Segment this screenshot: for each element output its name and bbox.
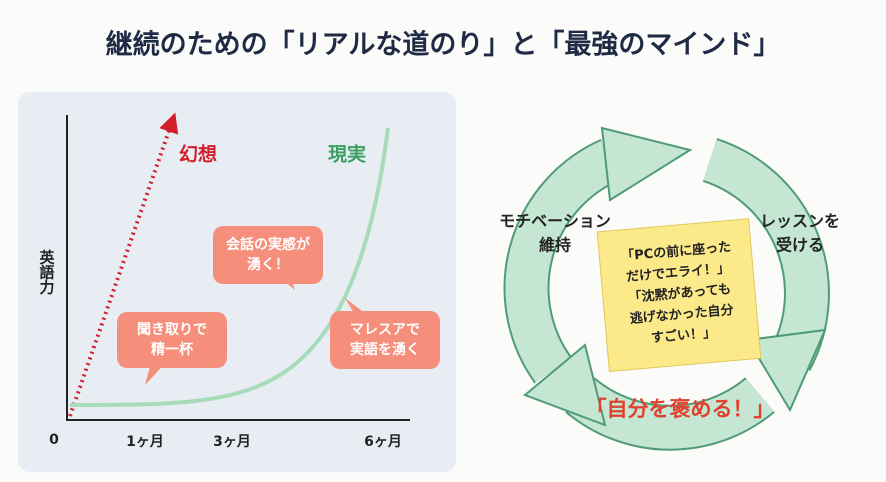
bubble bbox=[213, 226, 323, 284]
sticky-note bbox=[596, 218, 762, 372]
reality-label: 現実 bbox=[328, 143, 366, 166]
y-axis-label-text: 英語力 bbox=[38, 249, 56, 296]
bubble bbox=[330, 311, 440, 369]
title: 継続のための「リアルな道のり」と「最強のマインド」 bbox=[106, 29, 781, 61]
cycle-node-text: レッスンを bbox=[760, 212, 840, 231]
fantasy-line bbox=[68, 112, 179, 417]
bubble-text: 聞き取りで bbox=[137, 322, 207, 338]
bubble-text: 精一杯 bbox=[151, 341, 194, 358]
bubble-text: マレスアで bbox=[350, 322, 420, 338]
bubble bbox=[117, 312, 227, 368]
y-axis-label: 英語力 bbox=[38, 249, 56, 296]
center-message: 「自分を褒める！」 bbox=[586, 397, 775, 421]
x-label: 1ヶ月 bbox=[126, 434, 164, 450]
origin-label: 0 bbox=[49, 432, 59, 448]
note-line: すごい！」 bbox=[650, 325, 716, 347]
reality-curve bbox=[69, 127, 390, 407]
cycle bbox=[503, 126, 830, 451]
cycle-node-text: 受ける bbox=[776, 236, 824, 255]
bubble-text: 実語を湧く bbox=[350, 341, 420, 358]
bubble-text: 湧く！ bbox=[247, 257, 289, 273]
x-label: 6ヶ月 bbox=[364, 434, 402, 450]
x-label: 3ヶ月 bbox=[213, 434, 251, 450]
cycle-node-text: モチベーション bbox=[499, 212, 611, 231]
bubble-text: 会話の実感が bbox=[226, 236, 311, 253]
fantasy-label: 幻想 bbox=[179, 143, 217, 166]
cycle-node-text: 維持 bbox=[539, 236, 571, 255]
